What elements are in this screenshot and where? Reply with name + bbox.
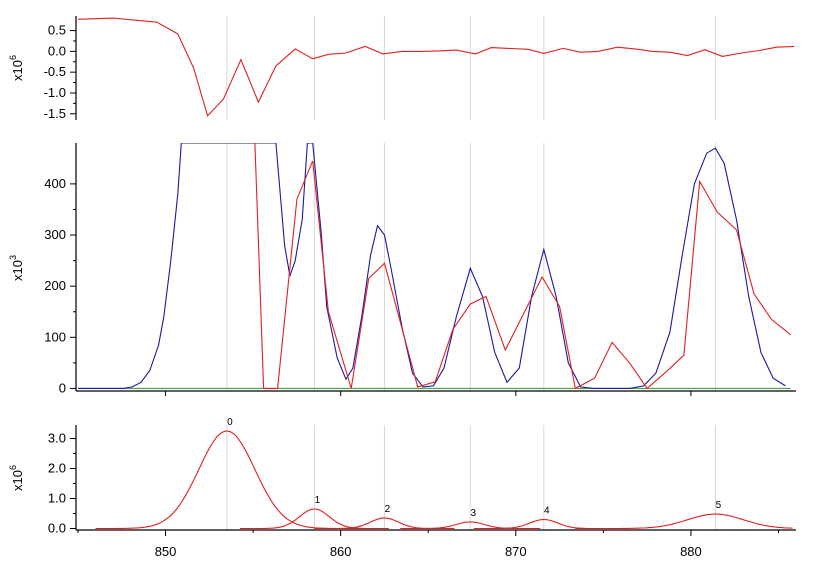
fit-series [78, 143, 792, 390]
y-tick-label: 1.0 [48, 491, 66, 506]
residual-y-ticks: -1.5 -1.0 -0.5 0.0 0.5 [44, 23, 76, 121]
residual-y-axis-title: x106 [8, 55, 25, 81]
data-line [254, 143, 792, 390]
fit-x-ticks [165, 391, 692, 396]
y-tick-label: 0.0 [48, 43, 66, 58]
y-tick-label: 2.0 [48, 461, 66, 476]
peaks-vertical-gridlines [226, 425, 716, 530]
fit-y-axis-title: x103 [8, 255, 25, 281]
peak-label: 5 [716, 500, 722, 511]
residual-panel: -1.5 -1.0 -0.5 0.0 0.5 x106 [8, 16, 795, 121]
fit-curve [78, 143, 786, 389]
fit-panel: 0 100 200 300 400 x103 [8, 143, 796, 396]
y-tick-label: 300 [44, 227, 66, 242]
y-tick-label: -1.5 [44, 106, 66, 121]
x-tick-label: 880 [680, 544, 702, 559]
peak-label: 4 [544, 506, 550, 517]
residual-line [77, 17, 795, 117]
y-tick-label: -0.5 [44, 64, 66, 79]
peak-curves: 0 1 2 3 4 5 [95, 417, 793, 530]
peaks-x-ticks: 850 860 870 880 [77, 530, 779, 559]
fit-vertical-gridlines [226, 143, 716, 391]
residual-vertical-gridlines [226, 16, 716, 120]
y-tick-label: 400 [44, 176, 66, 191]
y-tick-label: 0.0 [48, 521, 66, 536]
peak-label: 1 [315, 495, 321, 506]
peak-curve [240, 508, 389, 530]
peak-label: 3 [470, 508, 476, 519]
peaks-y-axis-title: x106 [8, 465, 25, 491]
peak-label: 0 [227, 417, 233, 428]
peak-curve [400, 521, 541, 530]
y-tick-label: -1.0 [44, 85, 66, 100]
y-tick-label: 0 [59, 380, 66, 395]
x-tick-label: 870 [505, 544, 527, 559]
fit-y-ticks: 0 100 200 300 400 [44, 176, 76, 395]
peak-label: 2 [385, 504, 391, 515]
y-tick-label: 3.0 [48, 431, 66, 446]
x-tick-label: 860 [330, 544, 352, 559]
y-tick-label: 100 [44, 329, 66, 344]
peaks-panel: 0.0 1.0 2.0 3.0 x106 850 860 870 880 0 1 2 3 4 5 [8, 417, 796, 559]
peak-curve [575, 513, 793, 530]
x-tick-label: 850 [155, 544, 177, 559]
y-tick-label: 200 [44, 278, 66, 293]
peaks-y-ticks: 0.0 1.0 2.0 3.0 [48, 431, 76, 536]
y-tick-label: 0.5 [48, 23, 66, 38]
